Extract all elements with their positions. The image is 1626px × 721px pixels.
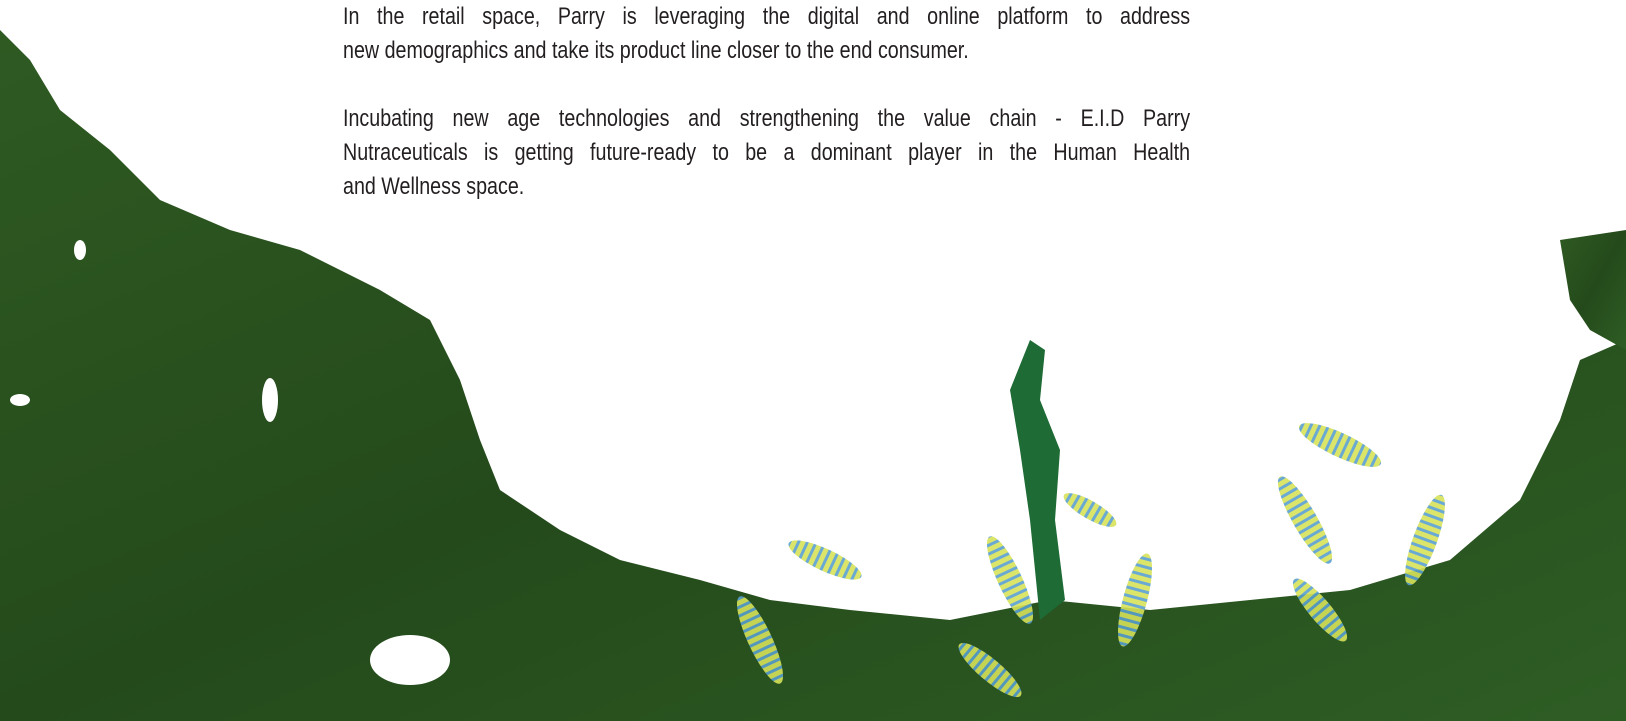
green-mass: [0, 30, 1626, 721]
paragraph: Incubating new age technologies and stre…: [343, 102, 1190, 204]
text-line: In the retail space, Parry is leveraging…: [343, 3, 1191, 30]
text-line: Incubating new age technologies and stre…: [343, 105, 1191, 132]
green-stem: [1010, 340, 1065, 620]
green-edge: [1560, 230, 1626, 350]
text-line: and Wellness space.: [343, 173, 525, 200]
capsules: [736, 423, 1445, 698]
paragraph: In the retail space, Parry is leveraging…: [343, 0, 1190, 68]
body-text: In the retail space, Parry is leveraging…: [343, 0, 1190, 238]
text-line: Nutraceuticals is getting future-ready t…: [343, 139, 1191, 166]
white-spots: [10, 240, 450, 685]
text-line: new demographics and take its product li…: [343, 37, 969, 64]
